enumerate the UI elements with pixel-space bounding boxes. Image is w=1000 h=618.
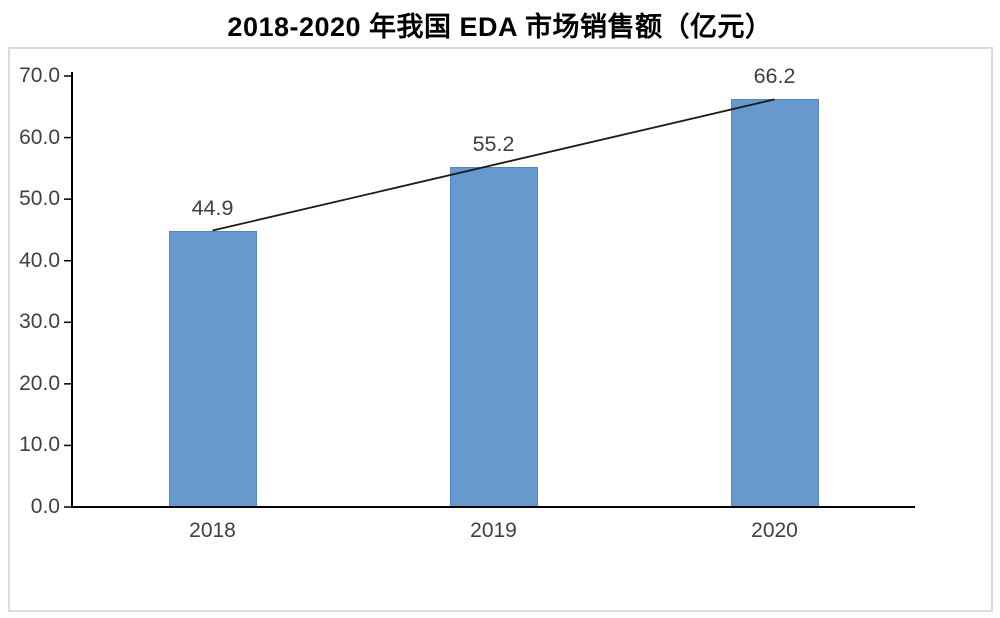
y-axis-tick-label: 20.0 [19,371,60,395]
x-axis-category-label: 2020 [751,519,798,542]
x-axis-category-label: 2019 [470,519,517,542]
data-label-2019: 55.2 [472,132,515,157]
y-axis-tick-label: 10.0 [19,433,60,457]
data-label-2020: 66.2 [753,64,796,89]
bar-2019 [449,167,538,507]
y-axis-tick-label: 30.0 [19,310,60,334]
y-axis-tick-label: 0.0 [30,495,60,518]
chart-title: 2018-2020 年我国 EDA 市场销售额（亿元） [227,12,773,42]
y-axis-tick-label: 60.0 [19,125,60,149]
data-label-2018: 44.9 [191,195,234,220]
y-axis-tick-label: 50.0 [19,187,60,211]
y-axis-tick-label: 40.0 [19,248,60,272]
bar-2020 [730,99,819,507]
x-axis-category-label: 2018 [189,519,236,542]
bar-2018 [168,230,257,507]
y-axis-tick-label: 70.0 [19,64,60,87]
